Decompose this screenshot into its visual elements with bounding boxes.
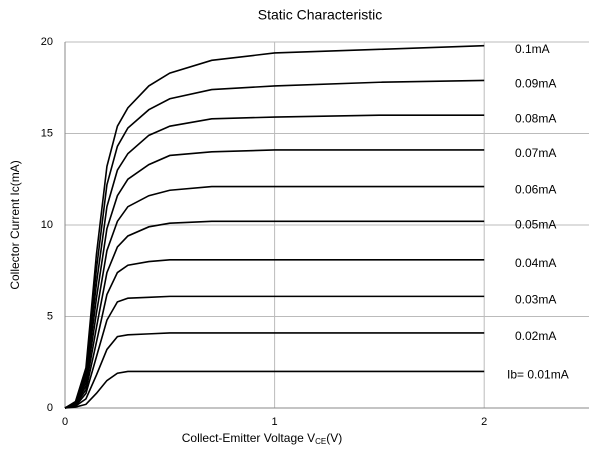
series-label: 0.02mA: [515, 329, 556, 343]
series-line: [64, 185, 485, 409]
x-label-main: Collect-Emitter Voltage V: [182, 431, 315, 445]
x-tick-label: 0: [62, 416, 68, 428]
series-label: 0.05mA: [515, 218, 556, 232]
series-line: [64, 44, 485, 409]
x-label-subscript: CE: [315, 437, 326, 446]
series-label: Ib= 0.01mA: [507, 368, 569, 382]
series-label: 0.09mA: [515, 77, 556, 91]
y-tick-label: 15: [41, 127, 53, 139]
x-axis-label: Collect-Emitter Voltage VCE(V): [182, 431, 343, 446]
y-tick-label: 10: [41, 219, 53, 231]
series-label: 0.06mA: [515, 183, 556, 197]
x-label-unit: (V): [326, 431, 342, 445]
y-tick-label: 20: [41, 36, 53, 48]
x-tick-label: 2: [481, 416, 487, 428]
series-label: 0.1mA: [515, 42, 550, 56]
series-label: 0.07mA: [515, 146, 556, 160]
y-axis-label: Collector Current Ic(mA): [8, 160, 22, 289]
x-tick-label: 1: [272, 416, 278, 428]
series-label: 0.04mA: [515, 256, 556, 270]
series-line: [64, 220, 485, 409]
y-tick-label: 5: [47, 310, 53, 322]
series-line: [64, 370, 485, 409]
series-line: [64, 258, 485, 409]
series-label: 0.08mA: [515, 111, 556, 125]
chart-title: Static Characteristic: [258, 7, 382, 23]
series-line: [64, 332, 485, 409]
series-line: [64, 149, 485, 409]
series-label: 0.03mA: [515, 293, 556, 307]
y-tick-label: 0: [47, 402, 53, 414]
series-line: [64, 114, 485, 409]
series-line: [64, 295, 485, 409]
series-line: [64, 79, 485, 409]
